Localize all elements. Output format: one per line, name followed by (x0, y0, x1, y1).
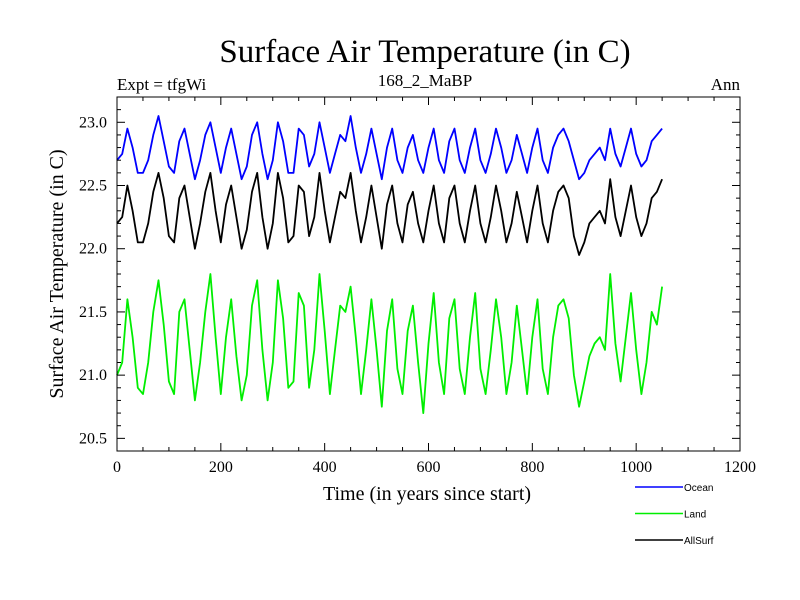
y-tick-label: 22.5 (79, 178, 107, 195)
series-group (116, 115, 663, 415)
experiment-label: Expt = tfgWi (117, 75, 206, 94)
x-tick-label: 400 (313, 459, 337, 476)
y-tick-label: 21.5 (79, 304, 107, 321)
x-tick-label: 0 (113, 459, 121, 476)
y-tick-label: 21.0 (79, 367, 107, 384)
axis-ticks: 0 200 400 600 800 1000 1200 20.5 21.0 21.5 22.0 22.… (79, 96, 756, 476)
subtitle-label: 168_2_MaBP (378, 71, 472, 90)
x-axis-label: Time (in years since start) (323, 483, 531, 505)
series-line-allsurf (116, 171, 663, 256)
series-line-land (116, 273, 663, 415)
legend-label-land: Land (684, 510, 706, 521)
y-tick-label: 22.0 (79, 241, 107, 258)
x-tick-label: 200 (209, 459, 233, 476)
series-line-ocean (116, 115, 663, 181)
x-tick-label: 1200 (724, 459, 756, 476)
legend-label-allsurf: AllSurf (684, 536, 714, 547)
y-tick-label: 20.5 (79, 430, 107, 447)
x-tick-label: 800 (520, 459, 544, 476)
chart-title: Surface Air Temperature (in C) (219, 34, 630, 70)
y-axis-label: Surface Air Temperature (in C) (46, 149, 68, 398)
y-tick-label: 23.0 (79, 114, 107, 131)
period-label: Ann (711, 75, 741, 94)
legend-label-ocean: Ocean (684, 483, 713, 494)
x-tick-label: 600 (417, 459, 441, 476)
legend: Ocean Land AllSurf (635, 483, 714, 547)
x-tick-label: 1000 (620, 459, 652, 476)
